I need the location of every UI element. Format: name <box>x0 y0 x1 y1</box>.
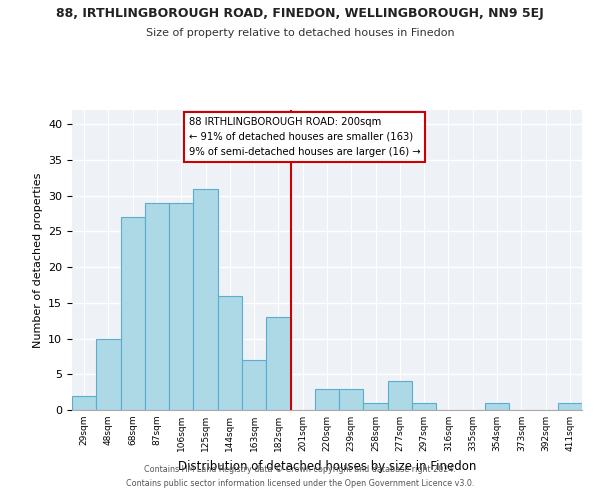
Bar <box>339 388 364 410</box>
Bar <box>218 296 242 410</box>
Bar <box>145 203 169 410</box>
Bar <box>121 217 145 410</box>
Bar <box>72 396 96 410</box>
Bar <box>388 382 412 410</box>
X-axis label: Distribution of detached houses by size in Finedon: Distribution of detached houses by size … <box>178 460 476 472</box>
Text: 88 IRTHLINGBOROUGH ROAD: 200sqm
← 91% of detached houses are smaller (163)
9% of: 88 IRTHLINGBOROUGH ROAD: 200sqm ← 91% of… <box>188 117 420 156</box>
Y-axis label: Number of detached properties: Number of detached properties <box>32 172 43 348</box>
Text: Contains HM Land Registry data © Crown copyright and database right 2024.
Contai: Contains HM Land Registry data © Crown c… <box>126 466 474 487</box>
Bar <box>485 403 509 410</box>
Bar <box>242 360 266 410</box>
Bar <box>266 317 290 410</box>
Text: Size of property relative to detached houses in Finedon: Size of property relative to detached ho… <box>146 28 454 38</box>
Bar <box>364 403 388 410</box>
Bar <box>558 403 582 410</box>
Text: 88, IRTHLINGBOROUGH ROAD, FINEDON, WELLINGBOROUGH, NN9 5EJ: 88, IRTHLINGBOROUGH ROAD, FINEDON, WELLI… <box>56 8 544 20</box>
Bar <box>315 388 339 410</box>
Bar <box>412 403 436 410</box>
Bar <box>96 338 121 410</box>
Bar <box>193 188 218 410</box>
Bar <box>169 203 193 410</box>
